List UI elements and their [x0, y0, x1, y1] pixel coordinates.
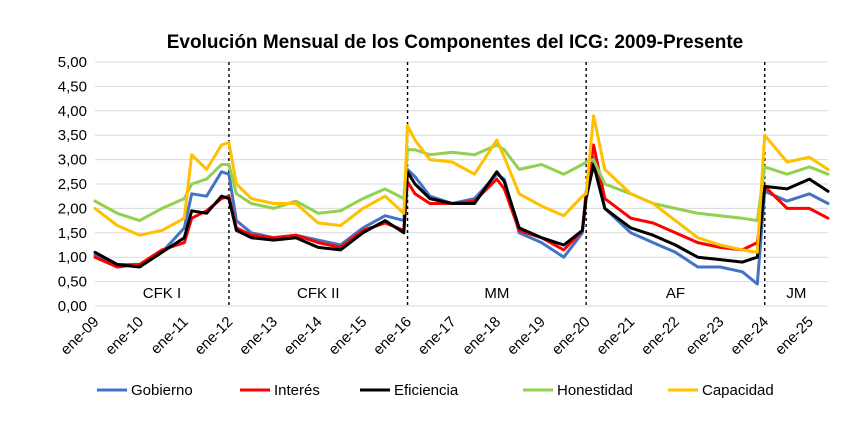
y-tick-label: 0,00 — [58, 298, 87, 315]
x-tick-label: ene-25 — [772, 313, 817, 358]
legend-label: Gobierno — [131, 382, 193, 399]
series-line-gobierno — [93, 155, 830, 286]
period-label: AF — [666, 285, 685, 302]
x-tick-label: ene-19 — [504, 313, 549, 358]
legend: Gobierno Interés Eficiencia Honestidad Capac… — [97, 382, 774, 399]
legend-label: Honestidad — [557, 382, 633, 399]
y-tick-label: 3,50 — [58, 127, 87, 144]
period-label: MM — [484, 285, 509, 302]
period-label: CFK I — [143, 285, 181, 302]
x-tick-label: ene-21 — [593, 313, 638, 358]
legend-label: Interés — [274, 382, 320, 399]
period-label: CFK II — [297, 285, 340, 302]
x-tick-label: ene-10 — [102, 313, 147, 358]
x-tick-label: ene-18 — [459, 313, 504, 358]
y-tick-label: 0,50 — [58, 274, 87, 291]
y-tick-label: 4,00 — [58, 103, 87, 120]
y-tick-label: 1,50 — [58, 225, 87, 242]
x-tick-label: ene-24 — [727, 313, 772, 358]
series-lines — [93, 114, 830, 286]
series-line-interes — [93, 143, 830, 269]
legend-label: Capacidad — [702, 382, 774, 399]
y-tick-label: 5,00 — [58, 54, 87, 71]
x-axis: ene-09 ene-10 ene-11 ene-12 ene-13 ene-14 ene-… — [57, 313, 816, 358]
y-tick-label: 3,00 — [58, 152, 87, 169]
series-line-eficiencia — [93, 163, 830, 269]
x-tick-label: ene-20 — [549, 313, 594, 358]
series-line-capacidad — [93, 114, 830, 254]
legend-label: Eficiencia — [394, 382, 459, 399]
y-tick-label: 2,00 — [58, 200, 87, 217]
x-tick-label: ene-17 — [415, 313, 460, 358]
x-tick-label: ene-09 — [57, 313, 102, 358]
x-tick-label: ene-23 — [682, 313, 727, 358]
gridlines — [95, 61, 828, 307]
x-tick-label: ene-16 — [370, 313, 415, 358]
x-tick-label: ene-22 — [638, 313, 683, 358]
y-axis: 0,00 0,50 1,00 1,50 2,00 2,50 3,00 3,50 4,00 4,50… — [58, 54, 87, 315]
y-tick-label: 4,50 — [58, 78, 87, 95]
x-tick-label: ene-14 — [281, 313, 326, 358]
y-tick-label: 1,00 — [58, 249, 87, 266]
series-line-honestidad — [93, 143, 830, 223]
x-tick-label: ene-13 — [236, 313, 281, 358]
period-label: JM — [786, 285, 806, 302]
period-labels: CFK I CFK II MM AF JM — [143, 285, 807, 302]
chart-title: Evolución Mensual de los Componentes del… — [167, 32, 743, 53]
x-tick-label: ene-11 — [147, 313, 191, 357]
y-tick-label: 2,50 — [58, 176, 87, 193]
x-tick-label: ene-12 — [191, 313, 236, 358]
x-tick-label: ene-15 — [325, 313, 370, 358]
